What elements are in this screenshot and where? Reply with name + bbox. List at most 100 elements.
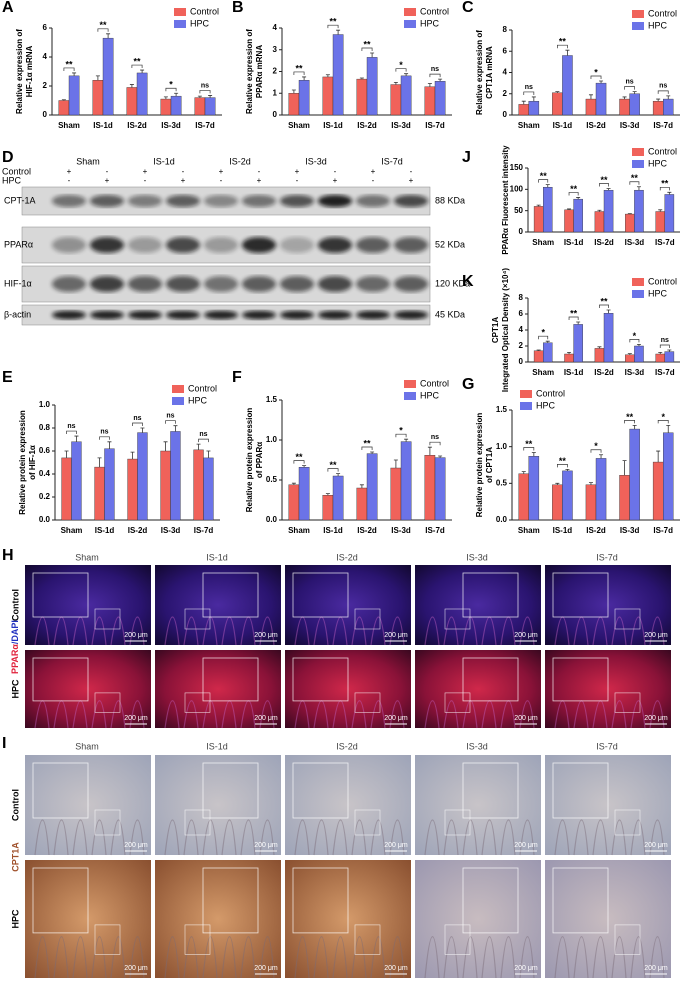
error-bar	[666, 425, 671, 433]
legend-swatch	[404, 20, 416, 28]
row-label: Control	[10, 789, 20, 821]
protein-label: PPARα	[4, 239, 33, 249]
tissue-fold	[630, 936, 646, 979]
bar	[424, 455, 436, 521]
bar	[625, 213, 635, 233]
bar	[652, 100, 664, 116]
blot-band	[241, 194, 277, 208]
tissue-fold	[649, 616, 665, 646]
significance-label: ns	[133, 415, 141, 422]
tissue-fold	[424, 700, 440, 729]
error-bar	[567, 352, 572, 354]
bar	[136, 72, 148, 116]
error-bar	[173, 425, 178, 432]
column-label: IS-3d	[466, 552, 488, 562]
legend-swatch	[632, 290, 644, 298]
y-tick-label: 1.5	[496, 405, 508, 414]
significance-bracket	[132, 422, 143, 426]
error-bar	[174, 92, 179, 97]
tissue-fold	[481, 936, 497, 979]
inset-frame	[202, 572, 259, 618]
micrograph	[155, 565, 281, 645]
tissue-fold	[519, 700, 535, 729]
y-axis-label: Relative expression of	[15, 29, 24, 114]
tissue-fold	[500, 819, 516, 856]
bar	[102, 37, 114, 116]
blot-band	[317, 310, 353, 320]
legend-swatch	[404, 380, 416, 388]
y-tick-label: 0.0	[266, 515, 278, 524]
tissue-fold	[183, 936, 199, 979]
tissue-fold	[649, 819, 665, 856]
tissue-fold	[202, 819, 218, 856]
x-tick-label: Sham	[532, 368, 554, 377]
error-bar	[622, 96, 627, 100]
lane-sign: +	[409, 176, 414, 185]
bar	[61, 457, 72, 521]
lane-sign: +	[67, 167, 72, 176]
inset-frame	[292, 657, 349, 702]
tissue-fold	[294, 819, 310, 856]
y-tick-label: 100	[510, 184, 524, 193]
bar	[562, 55, 573, 116]
inset-frame	[552, 657, 609, 702]
y-axis-label: Relative protein expression	[475, 413, 484, 518]
condition-label: Control	[2, 166, 31, 176]
scale-bar-label: 200 μm	[514, 715, 538, 722]
error-bar	[404, 73, 409, 76]
bar	[322, 76, 334, 116]
significance-bracket	[538, 335, 549, 340]
error-bar	[555, 482, 560, 485]
tissue-fold	[313, 936, 329, 979]
y-axis-label: CPT1A mRNA	[485, 46, 494, 99]
blot-band	[317, 237, 353, 253]
stain-part: PPARα	[10, 644, 20, 674]
scale-bar-label: 200 μm	[124, 965, 148, 972]
bar	[68, 75, 80, 116]
y-axis-label: PPARα Fluorescent intensity	[501, 145, 510, 255]
error-bar	[632, 91, 637, 94]
tissue-fold	[554, 819, 570, 856]
row-label: Control	[10, 589, 20, 621]
legend-label: Control	[648, 276, 677, 286]
blot-band	[279, 237, 315, 253]
scale-bar-label: 200 μm	[124, 715, 148, 722]
bar	[390, 84, 402, 116]
tissue-fold	[259, 700, 275, 729]
tissue-fold	[351, 616, 367, 646]
bar	[664, 194, 675, 233]
error-bar	[140, 427, 145, 433]
error-bar	[206, 450, 211, 458]
tissue-fold	[351, 819, 367, 856]
tissue-fold	[611, 700, 627, 729]
bar	[585, 484, 597, 521]
size-label: 52 KDa	[435, 239, 465, 249]
bar	[573, 198, 583, 233]
blot-band	[393, 237, 429, 253]
y-axis-label: HIF-1α mRNA	[25, 45, 34, 97]
y-tick-label: 8	[519, 293, 524, 302]
inset-frame	[462, 867, 519, 934]
blot-band	[279, 276, 315, 292]
bar	[356, 78, 368, 116]
tissue-fold	[183, 616, 199, 646]
inset-frame	[444, 924, 471, 955]
significance-bracket	[99, 436, 110, 440]
x-tick-label: IS-3d	[161, 121, 181, 130]
significance-label: *	[633, 331, 637, 341]
y-axis-label: CPT1A	[491, 317, 500, 343]
bar	[204, 97, 216, 116]
significance-label: ns	[525, 84, 533, 91]
significance-bracket	[557, 464, 568, 468]
error-bar	[567, 208, 572, 210]
x-tick-label: IS-2d	[127, 121, 147, 130]
scale-bar-label: 200 μm	[514, 842, 538, 849]
significance-bracket	[599, 304, 609, 308]
bar	[104, 448, 115, 521]
error-bar	[427, 83, 432, 87]
blot-band	[279, 194, 315, 208]
blot-band	[393, 276, 429, 292]
y-tick-label: 8	[503, 25, 508, 34]
y-tick-label: 4	[503, 68, 508, 77]
tissue-fold	[332, 819, 348, 856]
